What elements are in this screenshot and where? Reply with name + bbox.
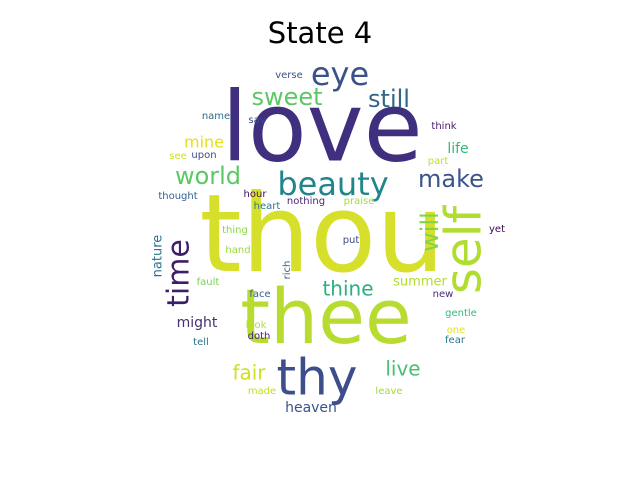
word-life: life (447, 141, 468, 157)
word-rich: rich (282, 261, 293, 280)
word-nothing: nothing (287, 196, 325, 207)
word-one: one (447, 325, 466, 336)
word-thou: thou (199, 172, 444, 297)
word-say: say (248, 115, 265, 126)
word-tell: tell (193, 337, 209, 348)
word-time: time (162, 239, 197, 307)
word-self: self (435, 204, 493, 294)
word-put: put (343, 235, 360, 246)
word-thought: thought (158, 191, 197, 202)
word-might: might (177, 315, 218, 331)
word-part: part (428, 156, 449, 167)
word-make: make (418, 165, 484, 193)
word-world: world (175, 162, 241, 190)
word-see: see (169, 151, 187, 162)
word-beauty: beauty (277, 165, 388, 203)
word-gentle: gentle (445, 308, 477, 319)
word-fair: fair (232, 361, 266, 385)
word-thine: thine (322, 277, 373, 301)
word-will: will (416, 212, 444, 252)
word-fear: fear (445, 335, 466, 346)
word-eye: eye (311, 55, 369, 93)
word-heart: heart (254, 201, 281, 212)
chart-title: State 4 (267, 16, 373, 50)
word-think: think (431, 121, 456, 132)
word-doth: doth (248, 331, 271, 342)
word-yet: yet (489, 224, 505, 235)
word-still: still (368, 85, 410, 113)
word-look: look (246, 320, 267, 331)
word-live: live (385, 357, 420, 381)
word-nature: nature (151, 235, 166, 278)
word-made: made (248, 386, 276, 397)
word-thy: thy (277, 349, 358, 407)
word-fault: fault (197, 277, 220, 288)
word-mine: mine (184, 133, 224, 152)
word-praise: praise (344, 196, 375, 207)
word-verse: verse (275, 70, 303, 81)
word-summer: summer (393, 275, 447, 290)
word-face: face (249, 289, 270, 300)
word-new: new (433, 289, 454, 300)
word-hour: hour (244, 189, 268, 200)
word-hand: hand (225, 245, 250, 256)
word-upon: upon (191, 150, 216, 161)
word-leave: leave (375, 386, 402, 397)
word-heaven: heaven (285, 400, 337, 416)
word-thee: thee (240, 272, 411, 361)
word-sweet: sweet (251, 83, 322, 111)
word-thing: thing (222, 225, 248, 236)
word-love: love (221, 71, 422, 183)
word-name: name (202, 111, 230, 122)
